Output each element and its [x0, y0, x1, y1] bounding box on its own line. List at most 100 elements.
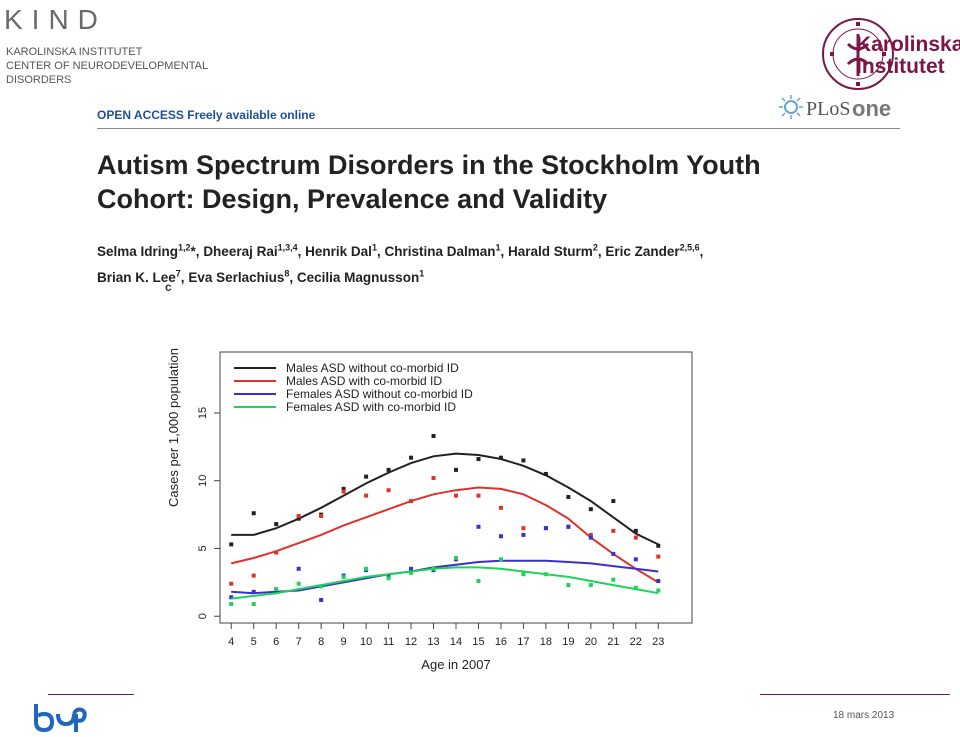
x-tick-label: 8	[318, 636, 324, 648]
legend-label: Males ASD without co-morbid ID	[286, 361, 459, 375]
plos-sun-icon	[779, 95, 803, 119]
legend-label: Females ASD without co-morbid ID	[286, 387, 473, 401]
data-point	[498, 455, 503, 460]
x-tick-label: 11	[383, 636, 394, 648]
author: Brian K. Lee7,	[97, 268, 189, 286]
x-tick-label: 16	[495, 636, 507, 648]
data-point	[409, 570, 414, 575]
footer-date: 18 mars 2013	[833, 710, 895, 721]
x-tick-label: 13	[427, 636, 439, 648]
x-tick-label: 12	[405, 636, 417, 648]
author-list: Selma Idring1,2*, Dheeraj Rai1,3,4, Henr…	[97, 236, 887, 289]
legend-label: Males ASD with co-morbid ID	[286, 374, 442, 388]
fit-line	[231, 566, 659, 600]
data-point	[656, 588, 661, 593]
data-point	[566, 583, 571, 588]
data-point	[521, 458, 526, 463]
data-point	[454, 493, 458, 498]
data-point	[251, 511, 256, 516]
data-point	[296, 581, 301, 586]
data-point	[588, 535, 593, 540]
data-point	[566, 524, 571, 529]
x-tick-label: 7	[296, 636, 302, 648]
data-point	[633, 585, 638, 590]
x-tick-label: 22	[630, 636, 642, 648]
y-tick-label: 15	[197, 407, 209, 419]
data-point	[521, 532, 526, 537]
data-point	[229, 595, 234, 600]
data-point	[656, 578, 661, 583]
data-point	[229, 542, 234, 547]
data-point	[633, 535, 638, 540]
x-tick-label: 18	[540, 636, 552, 648]
x-tick-label: 17	[517, 636, 529, 648]
kind-subtitle-line: KAROLINSKA INSTITUTET	[6, 46, 143, 58]
data-point	[274, 587, 279, 592]
data-point	[409, 455, 414, 460]
ki-wordmark-line: Karolinska	[856, 33, 960, 56]
data-point	[656, 543, 661, 548]
data-point	[543, 572, 548, 577]
data-point	[476, 578, 481, 583]
y-tick-label: 10	[197, 475, 209, 487]
plos-wordmark: PLoS	[806, 98, 851, 120]
author: Eric Zander2,5,6,	[605, 242, 704, 259]
data-point	[656, 554, 661, 559]
panel-letter: c	[165, 280, 172, 294]
ki-wordmark-line: Institutet	[856, 55, 945, 78]
data-point	[431, 476, 436, 481]
data-point	[476, 457, 481, 462]
x-axis-label: Age in 2007	[421, 657, 490, 672]
data-point	[364, 493, 369, 498]
data-point	[498, 505, 503, 510]
author: Selma Idring1,2*,	[97, 242, 204, 259]
data-point	[319, 513, 324, 518]
karolinska-seal-icon	[822, 18, 894, 90]
data-point	[543, 471, 548, 476]
x-tick-label: 10	[360, 636, 372, 648]
data-point	[566, 494, 571, 499]
data-point	[251, 573, 256, 578]
author: Harald Sturm2,	[508, 242, 606, 259]
paper-title: Autism Spectrum Disorders in the Stockho…	[97, 148, 877, 216]
data-point	[611, 577, 616, 582]
data-point	[386, 576, 391, 581]
open-access-banner: OPEN ACCESS Freely available online	[97, 108, 316, 122]
x-tick-label: 20	[585, 636, 597, 648]
x-tick-label: 14	[450, 636, 462, 648]
data-point	[341, 574, 346, 579]
x-tick-label: 5	[251, 636, 257, 648]
data-point	[588, 507, 593, 512]
footer-divider-right	[760, 694, 950, 695]
data-point	[611, 528, 616, 533]
data-point	[251, 602, 256, 607]
data-point	[409, 499, 414, 504]
header-divider	[97, 128, 900, 129]
y-tick-label: 5	[197, 545, 209, 551]
kind-subtitle: KAROLINSKA INSTITUTET CENTER OF NEURODEV…	[6, 45, 226, 87]
footer-divider-left	[48, 694, 134, 695]
data-point	[386, 573, 391, 578]
fit-line	[231, 559, 659, 595]
data-point	[296, 513, 301, 518]
x-tick-label: 23	[652, 636, 664, 648]
author: Henrik Dal1,	[305, 242, 385, 259]
x-tick-label: 21	[607, 636, 619, 648]
data-point	[498, 557, 503, 562]
data-point	[386, 488, 391, 493]
data-point	[296, 566, 301, 571]
y-axis-label: Cases per 1,000 population	[166, 348, 181, 507]
x-tick-label: 15	[472, 636, 484, 648]
data-point	[431, 434, 436, 439]
kind-logo: KIND	[4, 4, 107, 35]
data-point	[611, 499, 616, 504]
data-point	[341, 486, 346, 491]
ki-wordmark: Karolinska Institutet	[856, 34, 960, 78]
paper-title-line: Cohort: Design, Prevalence and Validity	[97, 184, 608, 214]
data-point	[386, 467, 391, 472]
data-point	[633, 528, 638, 533]
fit-line	[230, 486, 659, 584]
data-point	[319, 597, 324, 602]
kind-subtitle-line: CENTER OF NEURODEVELOPMENTAL	[6, 60, 209, 72]
data-point	[274, 522, 279, 527]
